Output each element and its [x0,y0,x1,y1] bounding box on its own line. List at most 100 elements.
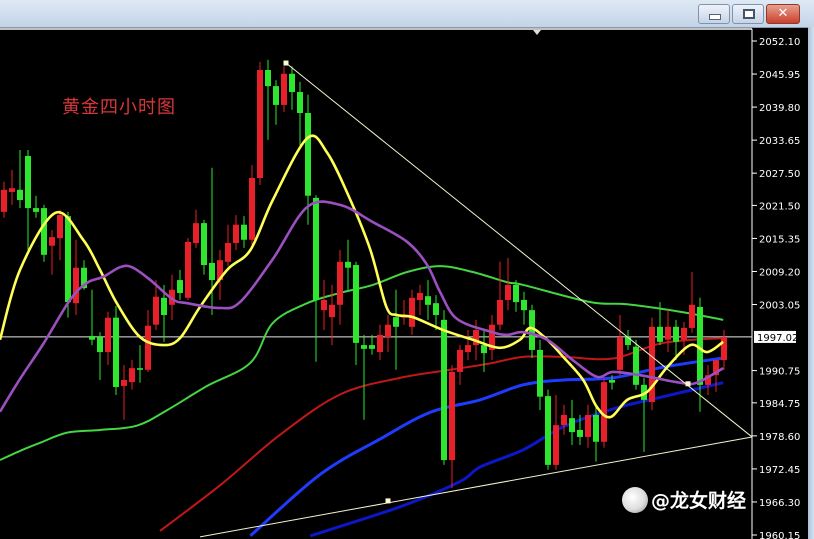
candle [89,335,95,340]
window-titlebar: ✕ [0,0,814,28]
candle [265,70,271,87]
candle [425,296,431,305]
candle [689,304,695,328]
candle [721,337,727,361]
candle [601,382,607,442]
chart-background [0,28,808,539]
candle [9,188,15,192]
trendline-anchor-handle [385,498,391,504]
candle [353,265,359,343]
candle [177,280,183,293]
candle [465,345,471,353]
moving-average-green [0,265,724,461]
close-icon: ✕ [777,6,789,21]
candle [113,317,119,387]
candle [65,216,71,303]
candle [225,243,231,262]
candle [249,177,255,240]
candle [561,414,567,426]
candle [81,267,87,289]
candle [713,360,719,376]
candle [633,346,639,385]
candle [25,155,31,209]
trendline [285,62,753,438]
wechat-logo-icon [621,486,648,513]
moving-average-yellow [0,134,724,419]
y-tick-label: 1978.60 [759,432,800,443]
candle [153,296,159,325]
candle [33,208,39,212]
y-tick-label: 1984.75 [759,399,800,410]
restore-button[interactable] [732,4,764,24]
candle [625,337,631,346]
candle [257,70,263,178]
candle [41,208,47,255]
candle [665,326,671,340]
current-price-label: 1997.02 [757,333,798,344]
candle [513,284,519,303]
candle [329,304,335,318]
candle [641,384,647,400]
candle [369,345,375,349]
trendline-anchor-handle [283,60,289,66]
candle [273,86,279,105]
candle [481,345,487,354]
candle [73,267,79,304]
candle [433,303,439,315]
y-tick-label: 2009.20 [759,267,800,278]
candle [97,337,103,353]
candle [681,327,687,340]
candle [217,260,223,281]
candle [385,324,391,338]
candle [105,317,111,353]
candle [441,319,447,461]
candle [57,215,63,239]
candle [673,326,679,342]
y-tick-label: 2021.50 [759,201,800,212]
y-tick-label: 2045.95 [759,70,800,81]
y-tick-label: 2015.35 [759,234,800,245]
candle [297,92,303,113]
y-tick-label: 2052.10 [759,37,800,48]
candle [137,368,143,370]
y-tick-label: 1972.45 [759,465,800,476]
candle [489,324,495,350]
candle [497,299,503,325]
trendline-anchor-handle [685,381,691,387]
candle [657,326,663,342]
chart-title: 黄金四小时图 [62,97,176,118]
candle [129,368,135,383]
candle [289,73,295,93]
candle [161,297,167,315]
y-tick-label: 1960.15 [759,531,800,539]
minimize-button[interactable] [698,4,730,24]
candle [233,224,239,244]
candle [361,345,367,349]
candle [505,284,511,300]
candle [473,330,479,346]
close-button[interactable]: ✕ [766,4,800,24]
y-tick-label: 1990.75 [759,367,800,378]
y-tick-label: 2033.65 [759,136,800,147]
candle [609,380,615,383]
candle [321,299,327,311]
candle [241,224,247,240]
moving-average-red [159,337,724,532]
candle [529,310,535,350]
candle [449,371,455,461]
candle [201,223,207,266]
candle [209,262,215,281]
y-tick-label: 2039.80 [759,103,800,114]
moving-average-darkblue [309,381,724,538]
chart-shift-marker-icon [533,30,541,35]
y-tick-label: 2003.05 [759,301,800,312]
candle [545,396,551,465]
watermark: @龙女财经 [621,486,746,513]
y-tick-label: 2027.50 [759,169,800,180]
candle [617,337,623,370]
candle [457,349,463,372]
candle [569,418,575,433]
candle [593,414,599,442]
candle [409,297,415,327]
